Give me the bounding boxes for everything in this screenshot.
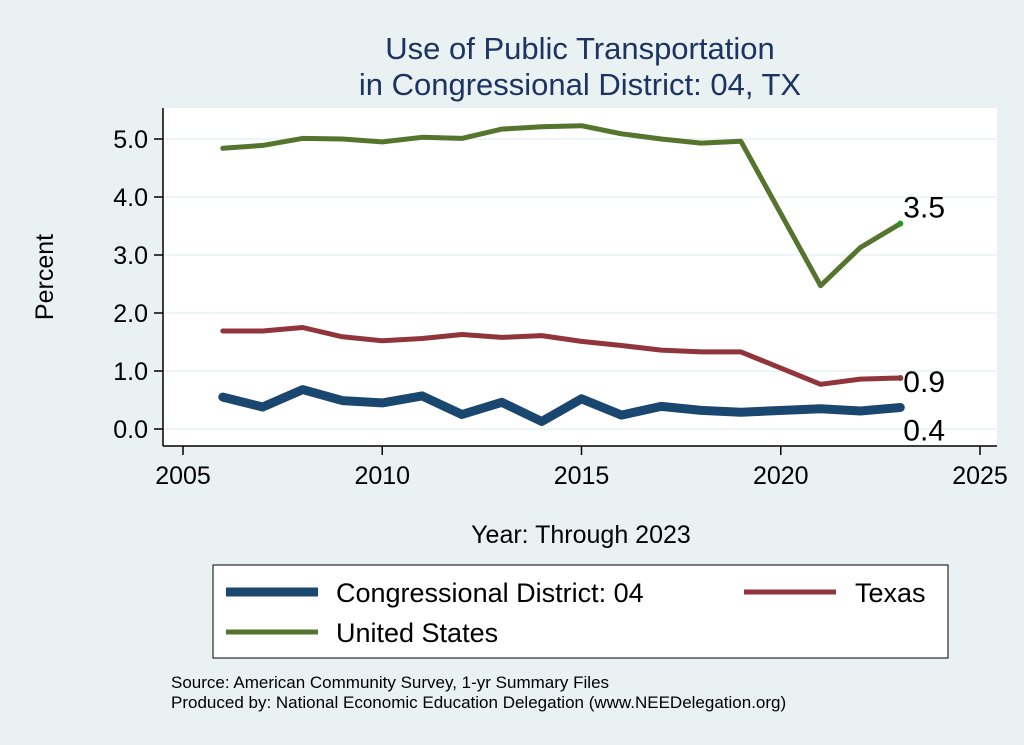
series-line-us bbox=[220, 123, 903, 289]
end-point-us bbox=[897, 220, 904, 227]
end-labels: 0.4 0.9 3.5 bbox=[903, 192, 945, 448]
x-tick-label: 2010 bbox=[354, 462, 410, 490]
y-tick-label: 4.0 bbox=[113, 184, 148, 212]
end-label-us: 3.5 bbox=[903, 192, 945, 225]
legend-label-texas: Texas bbox=[855, 578, 926, 608]
axes bbox=[162, 108, 997, 447]
x-tick-label: 2005 bbox=[155, 462, 211, 490]
chart-title-line2: in Congressional District: 04, TX bbox=[359, 67, 802, 102]
x-tick-label: 2015 bbox=[554, 462, 610, 490]
legend-box bbox=[212, 564, 949, 659]
y-tick-label: 1.0 bbox=[113, 358, 148, 386]
series-lines bbox=[218, 123, 905, 426]
end-point-texas bbox=[897, 374, 904, 381]
end-point-district bbox=[897, 404, 904, 411]
source-note: Source: American Community Survey, 1-yr … bbox=[171, 673, 609, 692]
y-tick-label: 0.0 bbox=[113, 416, 148, 444]
x-axis-title: Year: Through 2023 bbox=[471, 521, 691, 549]
y-axis-title: Percent bbox=[31, 234, 59, 320]
legend-label-district: Congressional District: 04 bbox=[336, 578, 644, 608]
y-ticks: 0.0 1.0 2.0 3.0 4.0 5.0 bbox=[113, 126, 163, 444]
x-ticks: 2005 2010 2015 2020 2025 bbox=[155, 446, 1008, 490]
legend: Congressional District: 04 Texas United … bbox=[212, 564, 949, 659]
series-line-district bbox=[218, 385, 905, 426]
series-line-texas bbox=[220, 325, 903, 387]
chart-title-line1: Use of Public Transportation bbox=[385, 31, 774, 66]
y-tick-label: 2.0 bbox=[113, 300, 148, 328]
y-tick-label: 3.0 bbox=[113, 242, 148, 270]
x-tick-label: 2025 bbox=[952, 462, 1008, 490]
end-label-district: 0.4 bbox=[903, 415, 945, 448]
legend-label-us: United States bbox=[336, 618, 498, 648]
y-tick-label: 5.0 bbox=[113, 126, 148, 154]
producer-note: Produced by: National Economic Education… bbox=[171, 693, 786, 712]
gridlines bbox=[163, 138, 997, 430]
end-label-texas: 0.9 bbox=[903, 366, 945, 399]
x-tick-label: 2020 bbox=[753, 462, 809, 490]
